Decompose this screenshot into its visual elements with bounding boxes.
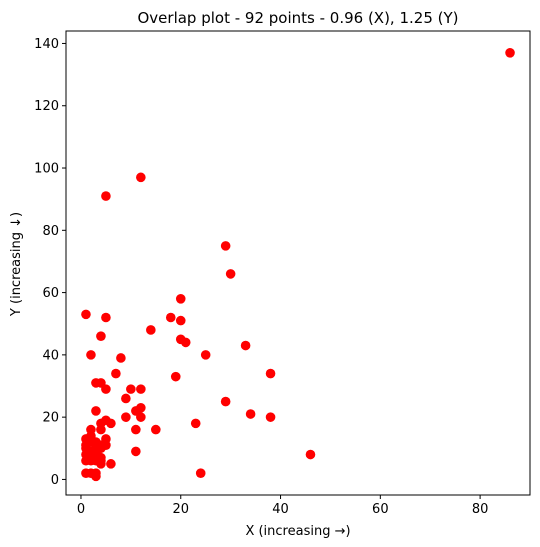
plot-frame [65,30,531,496]
data-point [116,353,126,363]
data-point [101,191,111,201]
data-point [136,384,146,394]
data-point [136,412,146,422]
data-point [101,312,111,323]
data-point [165,312,176,323]
data-point [131,424,141,435]
data-point [136,403,146,413]
data-point [220,396,231,407]
y-tick-label: 100 [34,162,59,177]
x-axis-label: X (increasing →) [245,524,350,539]
data-point [136,172,146,183]
x-tick-label: 0 [77,502,85,517]
data-points [81,47,515,482]
chart-title: Overlap plot - 92 points - 0.96 (X), 1.2… [137,9,458,27]
data-point [86,350,96,360]
data-point [91,406,101,416]
y-tick-label: 120 [34,99,59,114]
data-point [96,331,106,341]
axis-ticks: 0 20 40 60 80 0 20 40 60 80 100 120 140 [34,37,488,517]
data-point [305,449,316,460]
y-tick-label: 80 [42,224,59,239]
data-point [170,371,181,382]
data-point [180,337,191,348]
data-point [121,393,131,404]
data-point [106,418,116,429]
x-tick-label: 80 [472,502,489,517]
y-tick-label: 0 [51,473,59,488]
data-point [265,412,276,422]
x-tick-label: 60 [372,502,389,517]
data-point [131,446,141,457]
data-point [195,468,206,479]
y-tick-label: 140 [34,37,59,52]
data-point [240,340,251,351]
data-point [190,418,201,429]
y-axis-label: Y (increasing ↓) [9,212,24,317]
data-point [91,471,101,482]
data-point [225,269,236,279]
x-tick-label: 20 [172,502,189,517]
data-point [146,325,156,335]
data-point [101,384,111,394]
y-tick-label: 60 [42,286,59,301]
x-tick-label: 40 [272,502,289,517]
data-point [106,459,116,469]
data-point [126,384,136,394]
y-tick-label: 40 [42,348,59,363]
data-point [245,409,256,419]
data-point [81,309,91,320]
data-point [121,412,131,422]
data-point [175,315,186,326]
data-point [96,424,106,435]
data-point [200,350,211,360]
data-point [265,368,276,379]
data-point [96,459,106,469]
data-point [175,294,186,304]
data-point [151,424,161,435]
data-point [220,241,231,251]
y-tick-label: 20 [42,411,59,426]
data-point [111,368,121,379]
data-point [505,47,515,58]
